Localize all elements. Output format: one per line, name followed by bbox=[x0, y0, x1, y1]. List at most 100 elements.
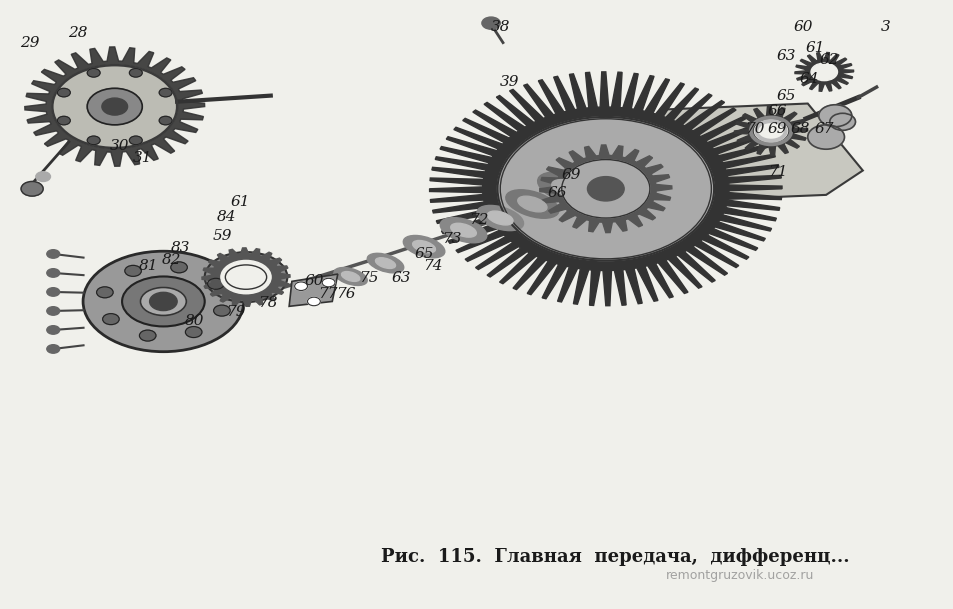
Circle shape bbox=[587, 177, 623, 201]
Text: 66: 66 bbox=[547, 186, 566, 200]
Polygon shape bbox=[202, 248, 290, 306]
Circle shape bbox=[829, 113, 855, 130]
Circle shape bbox=[57, 88, 71, 97]
Text: 67: 67 bbox=[814, 122, 833, 136]
Text: 74: 74 bbox=[423, 259, 442, 273]
Ellipse shape bbox=[122, 276, 205, 326]
Circle shape bbox=[36, 172, 51, 181]
Circle shape bbox=[65, 74, 164, 139]
Text: 61: 61 bbox=[804, 41, 824, 54]
Circle shape bbox=[807, 125, 843, 149]
Polygon shape bbox=[660, 104, 862, 201]
Text: 59: 59 bbox=[213, 229, 232, 242]
Ellipse shape bbox=[517, 196, 546, 212]
Text: 38: 38 bbox=[490, 21, 510, 34]
Circle shape bbox=[159, 88, 172, 97]
Ellipse shape bbox=[367, 253, 403, 273]
Text: 75: 75 bbox=[359, 272, 378, 285]
Circle shape bbox=[185, 326, 202, 337]
Text: 30: 30 bbox=[110, 139, 129, 153]
Text: 66: 66 bbox=[767, 104, 786, 118]
Ellipse shape bbox=[205, 252, 287, 302]
Text: 62: 62 bbox=[819, 53, 838, 66]
Circle shape bbox=[481, 17, 499, 29]
Text: 70: 70 bbox=[744, 122, 763, 136]
Text: 64: 64 bbox=[799, 72, 819, 86]
Text: 72: 72 bbox=[469, 214, 488, 227]
Text: 80: 80 bbox=[185, 314, 204, 328]
Circle shape bbox=[561, 160, 649, 218]
Circle shape bbox=[47, 250, 60, 258]
Circle shape bbox=[294, 282, 307, 290]
Text: 3: 3 bbox=[880, 21, 890, 34]
Text: 60: 60 bbox=[793, 21, 812, 34]
Circle shape bbox=[103, 314, 119, 325]
Circle shape bbox=[208, 278, 224, 289]
Polygon shape bbox=[794, 52, 853, 91]
Circle shape bbox=[501, 120, 709, 258]
Ellipse shape bbox=[551, 180, 586, 198]
Text: 82: 82 bbox=[162, 253, 181, 267]
Circle shape bbox=[47, 307, 60, 315]
Text: remontgruzovik.ucoz.ru: remontgruzovik.ucoz.ru bbox=[665, 569, 813, 582]
Text: 29: 29 bbox=[20, 36, 39, 49]
Ellipse shape bbox=[413, 241, 435, 253]
Ellipse shape bbox=[334, 267, 367, 286]
Circle shape bbox=[96, 287, 113, 298]
Circle shape bbox=[754, 120, 787, 142]
Ellipse shape bbox=[476, 205, 523, 231]
Circle shape bbox=[47, 345, 60, 353]
Text: 65: 65 bbox=[776, 89, 796, 102]
Ellipse shape bbox=[140, 287, 186, 315]
Circle shape bbox=[47, 326, 60, 334]
Circle shape bbox=[569, 164, 641, 213]
Circle shape bbox=[810, 63, 837, 80]
Circle shape bbox=[57, 116, 71, 125]
Ellipse shape bbox=[403, 236, 444, 258]
Ellipse shape bbox=[83, 251, 243, 352]
Polygon shape bbox=[429, 72, 781, 306]
Circle shape bbox=[87, 88, 142, 125]
Text: 39: 39 bbox=[499, 76, 518, 89]
Circle shape bbox=[497, 117, 714, 261]
Circle shape bbox=[130, 69, 142, 77]
Circle shape bbox=[139, 330, 155, 341]
Ellipse shape bbox=[375, 258, 395, 269]
Circle shape bbox=[47, 269, 60, 277]
Text: 81: 81 bbox=[139, 259, 158, 273]
Circle shape bbox=[52, 65, 177, 148]
Ellipse shape bbox=[487, 211, 513, 225]
Ellipse shape bbox=[450, 224, 476, 237]
Ellipse shape bbox=[341, 272, 359, 281]
Circle shape bbox=[221, 261, 271, 294]
Text: 79: 79 bbox=[226, 305, 245, 319]
Text: 73: 73 bbox=[441, 232, 461, 245]
Circle shape bbox=[818, 105, 851, 127]
Text: 65: 65 bbox=[414, 247, 434, 261]
Circle shape bbox=[159, 116, 172, 125]
Circle shape bbox=[213, 305, 230, 316]
Circle shape bbox=[171, 262, 187, 273]
Ellipse shape bbox=[505, 190, 558, 218]
Ellipse shape bbox=[439, 217, 486, 243]
Text: 69: 69 bbox=[767, 122, 786, 136]
Ellipse shape bbox=[225, 265, 267, 289]
Circle shape bbox=[130, 136, 142, 144]
Circle shape bbox=[21, 181, 43, 196]
Ellipse shape bbox=[537, 172, 600, 205]
Circle shape bbox=[150, 292, 177, 311]
Circle shape bbox=[307, 297, 320, 306]
Circle shape bbox=[322, 278, 335, 287]
Circle shape bbox=[87, 136, 100, 144]
Circle shape bbox=[47, 287, 60, 296]
Text: 76: 76 bbox=[336, 287, 355, 300]
Text: 63: 63 bbox=[391, 272, 411, 285]
Text: Рис.  115.  Главная  передача,  дифференц...: Рис. 115. Главная передача, дифференц... bbox=[380, 548, 849, 566]
Text: 28: 28 bbox=[69, 27, 88, 40]
Polygon shape bbox=[539, 145, 671, 233]
Text: 78: 78 bbox=[258, 296, 277, 309]
Text: 63: 63 bbox=[776, 49, 796, 63]
Polygon shape bbox=[25, 47, 205, 166]
Text: 68: 68 bbox=[790, 122, 809, 136]
Text: 61: 61 bbox=[231, 195, 250, 209]
